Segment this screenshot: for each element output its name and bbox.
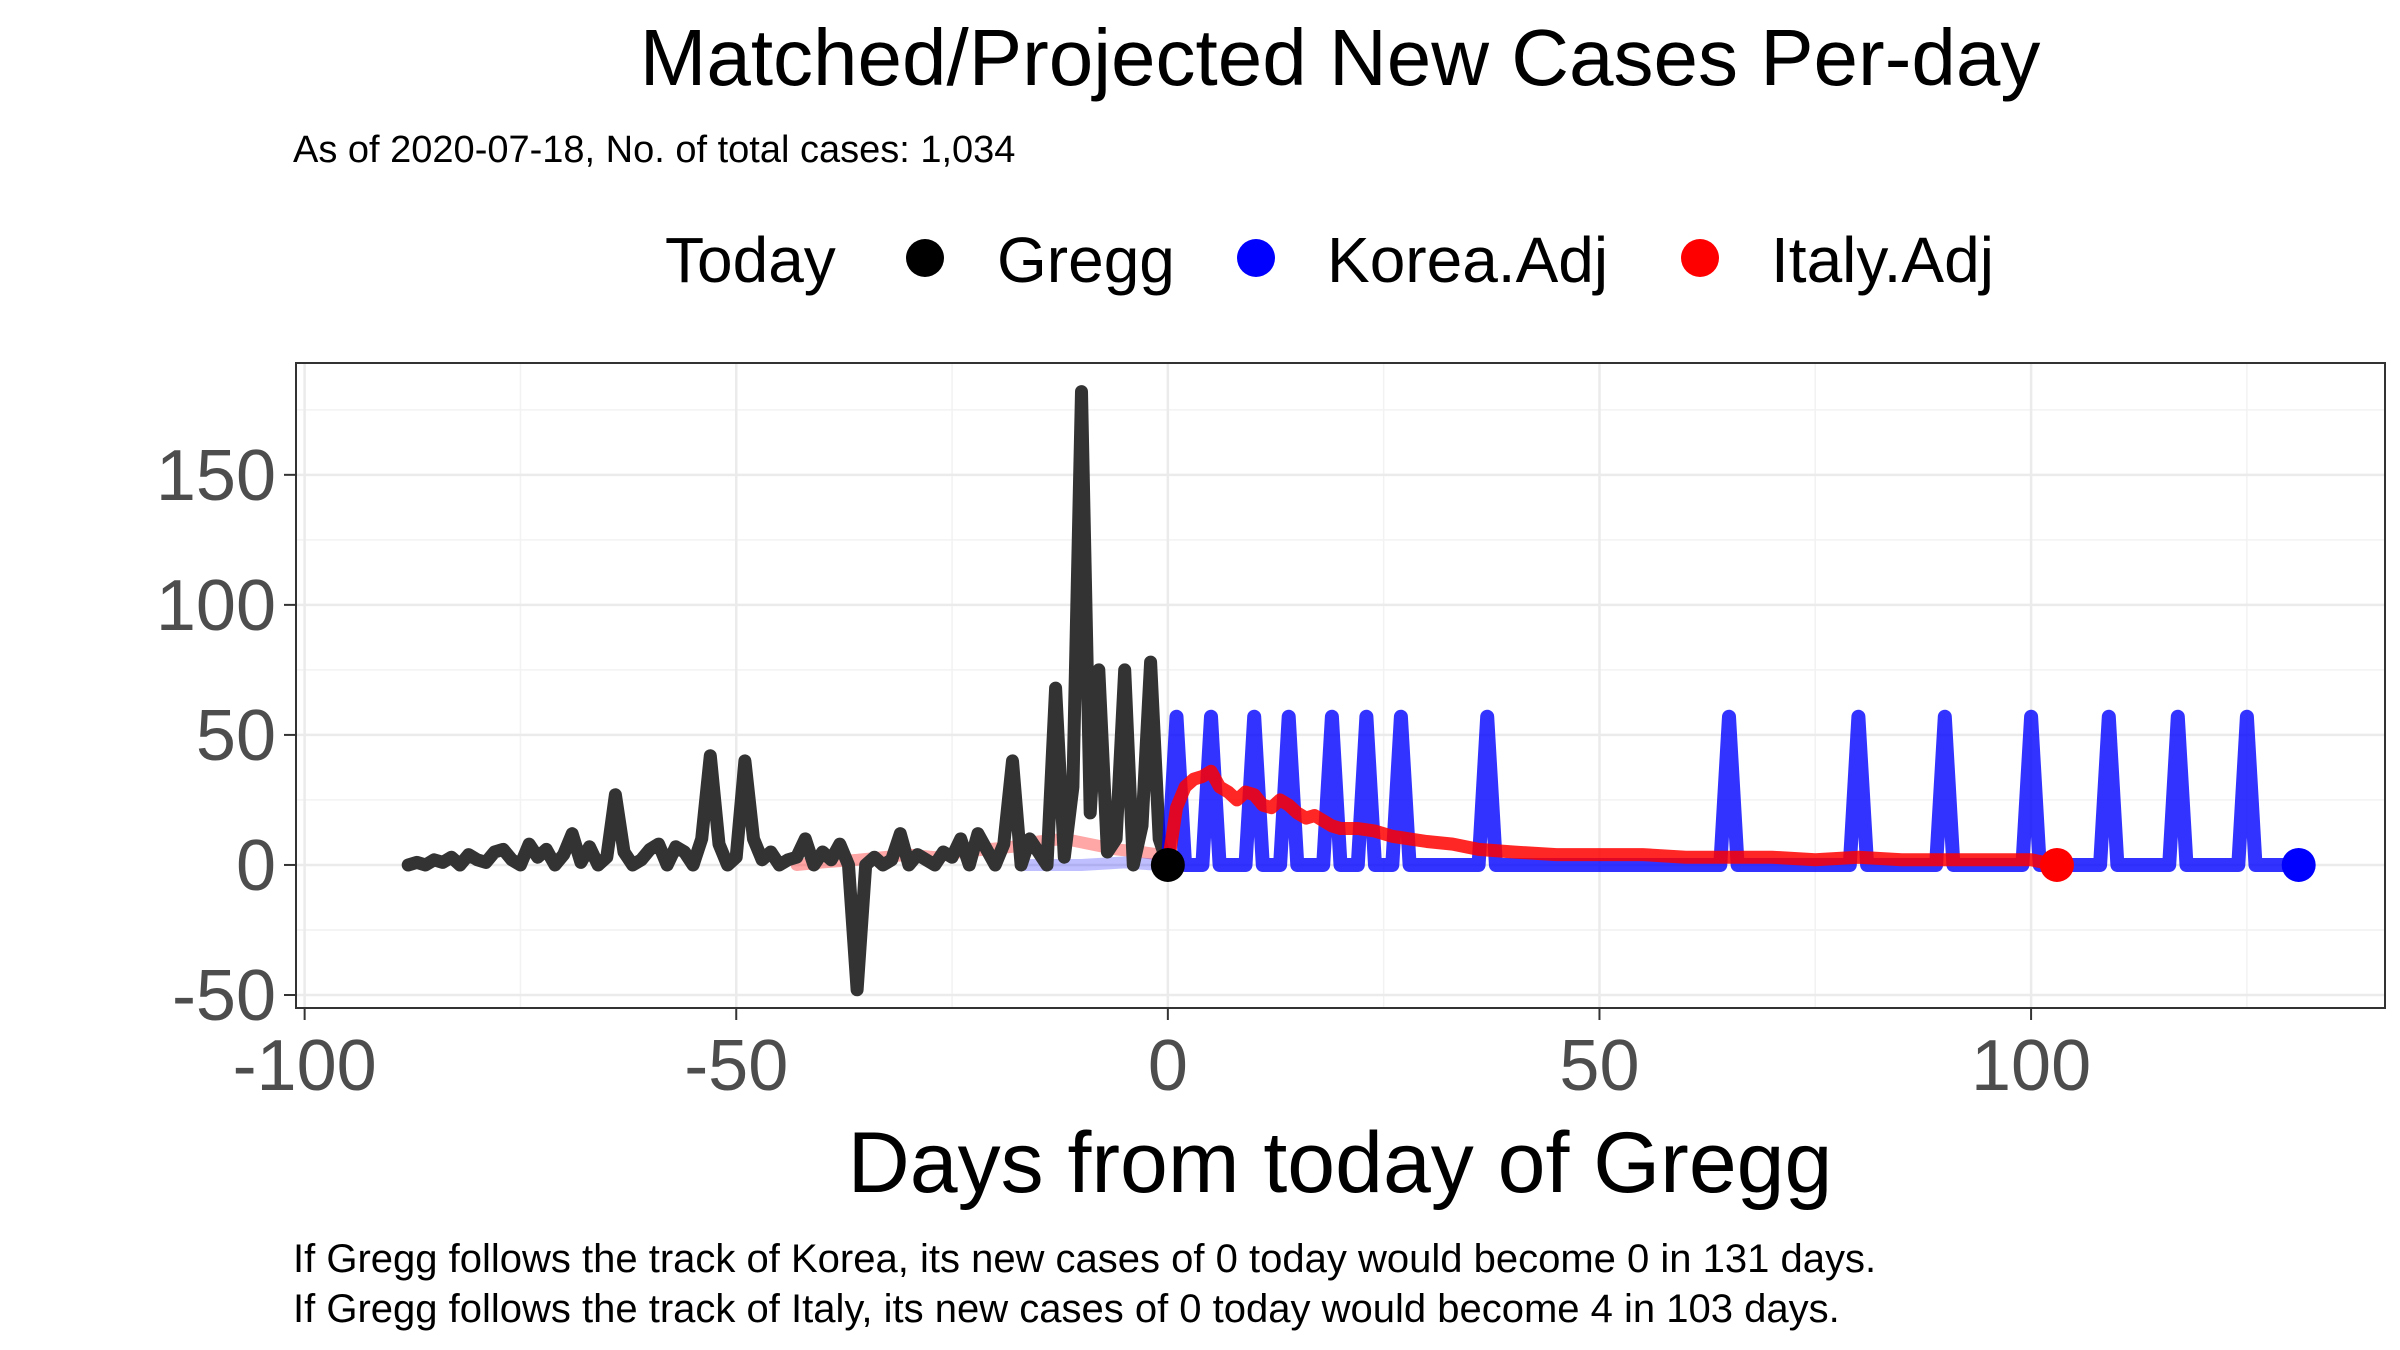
x-axis-title: Days from today of Gregg xyxy=(848,1115,1833,1211)
plot-panel xyxy=(296,363,2385,1008)
point-today-korea-adj xyxy=(2281,847,2316,882)
point-today-italy-adj xyxy=(2039,847,2074,882)
x-tick-label-1: -50 xyxy=(684,1026,788,1106)
legend-key-gregg xyxy=(906,239,944,277)
legend-key-korea xyxy=(1237,239,1275,277)
x-tick-label-4: 100 xyxy=(1971,1026,2091,1106)
y-tick-label-1: 0 xyxy=(236,826,276,906)
caption-korea: If Gregg follows the track of Korea, its… xyxy=(293,1237,1876,1281)
plot-border xyxy=(295,362,2386,1009)
y-tick-label-4: 150 xyxy=(156,436,276,516)
series-layer xyxy=(401,385,2316,997)
x-axis: -100 -50 0 50 100 xyxy=(233,1008,2091,1106)
legend-label-gregg: Gregg xyxy=(997,224,1175,296)
chart-subtitle: As of 2020-07-18, No. of total cases: 1,… xyxy=(293,129,1015,171)
x-tick-label-2: 0 xyxy=(1148,1026,1188,1106)
legend-label-italy: Italy.Adj xyxy=(1771,224,1994,296)
legend-label-korea: Korea.Adj xyxy=(1327,224,1608,296)
caption-italy: If Gregg follows the track of Italy, its… xyxy=(293,1287,1840,1331)
legend: Today Gregg Korea.Adj Italy.Adj xyxy=(665,224,1994,296)
y-tick-label-2: 50 xyxy=(196,696,276,776)
point-today-gregg xyxy=(1150,847,1185,882)
y-axis: -50 0 50 100 150 xyxy=(156,436,296,1036)
y-tick-label-0: -50 xyxy=(172,956,276,1036)
legend-key-italy xyxy=(1681,239,1719,277)
series-gregg xyxy=(401,385,1175,997)
series-italy-adj xyxy=(1161,764,2064,872)
y-tick-label-3: 100 xyxy=(156,566,276,646)
legend-title: Today xyxy=(665,224,836,296)
x-tick-label-3: 50 xyxy=(1559,1026,1639,1106)
x-tick-label-0: -100 xyxy=(233,1026,377,1106)
chart-title: Matched/Projected New Cases Per-day xyxy=(640,13,2041,102)
